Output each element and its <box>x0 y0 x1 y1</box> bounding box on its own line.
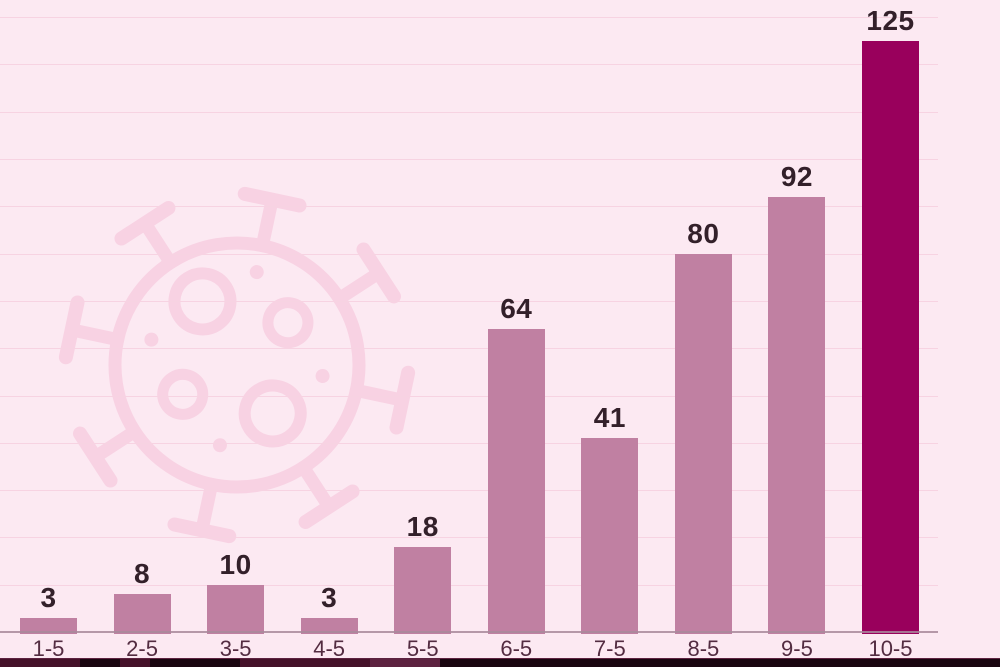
bar-group: 92 <box>768 161 826 634</box>
gridline <box>0 348 938 350</box>
gridline <box>0 395 938 397</box>
x-tick-label: 2-5 <box>126 636 158 661</box>
bar <box>394 546 452 634</box>
bar-value-label: 3 <box>321 581 338 613</box>
x-tick-label: 8-5 <box>687 636 720 661</box>
bar-group: 18 <box>394 511 452 634</box>
x-tick-label: 4-5 <box>313 636 346 661</box>
gridline <box>0 584 938 586</box>
bar <box>487 329 545 634</box>
bar <box>581 438 639 634</box>
bar-value-label: 92 <box>780 160 814 192</box>
x-tick-label: 7-5 <box>593 636 626 661</box>
bar-group: 125 <box>861 5 919 634</box>
bar-value-label: 3 <box>40 581 57 613</box>
bar <box>300 617 358 634</box>
gridline <box>0 490 938 492</box>
x-tick-label: 6-5 <box>500 636 533 661</box>
bar <box>674 253 732 634</box>
gridline <box>0 442 938 444</box>
gridline <box>0 17 938 19</box>
bottom-edge-strip <box>0 658 1000 667</box>
gridline <box>0 111 938 113</box>
bar-value-label: 80 <box>687 217 720 249</box>
bar-value-label: 64 <box>500 293 533 325</box>
bar <box>113 594 171 634</box>
gridline <box>0 537 938 539</box>
bar-value-label: 18 <box>406 510 439 542</box>
gridline <box>0 159 938 160</box>
bar-group: 10 <box>207 549 265 634</box>
bar <box>207 584 265 634</box>
bar <box>861 40 919 634</box>
gridline <box>0 300 938 302</box>
bar <box>20 617 77 634</box>
bar-value-label: 125 <box>866 4 915 36</box>
bar <box>768 196 826 634</box>
x-axis-line <box>0 631 938 633</box>
bar-group: 3 <box>300 582 358 634</box>
coronavirus-watermark-icon <box>58 186 416 544</box>
bar-group: 3 <box>20 582 77 634</box>
bar-group: 64 <box>487 293 545 634</box>
gridline <box>0 206 938 208</box>
x-tick-label: 3-5 <box>219 636 252 661</box>
gridline <box>0 253 938 255</box>
bar-group: 8 <box>113 558 171 634</box>
gridline <box>0 64 938 66</box>
x-tick-label: 5-5 <box>406 636 439 661</box>
bar-value-label: 10 <box>219 548 252 580</box>
bar-value-label: 41 <box>593 402 626 434</box>
x-tick-label: 1-5 <box>32 636 65 661</box>
x-tick-label: 9-5 <box>781 636 813 661</box>
bar-group: 41 <box>581 402 639 634</box>
bar-value-label: 8 <box>134 558 151 590</box>
x-tick-label: 10-5 <box>868 636 913 661</box>
bar-group: 80 <box>674 218 732 634</box>
